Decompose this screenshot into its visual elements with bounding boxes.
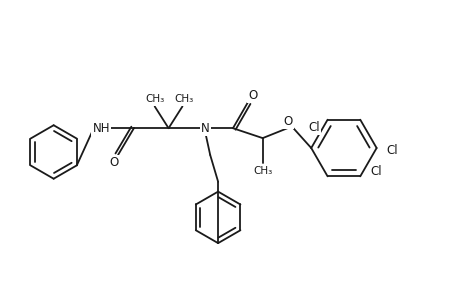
Text: N: N: [201, 122, 209, 135]
Text: CH₃: CH₃: [145, 94, 164, 104]
Text: Cl: Cl: [369, 165, 381, 178]
Text: CH₃: CH₃: [252, 166, 272, 176]
Text: NH: NH: [92, 122, 110, 135]
Text: O: O: [109, 156, 118, 170]
Text: Cl: Cl: [308, 121, 319, 134]
Text: Cl: Cl: [386, 145, 397, 158]
Text: CH₃: CH₃: [174, 94, 194, 104]
Text: O: O: [283, 115, 292, 128]
Text: O: O: [247, 89, 257, 102]
